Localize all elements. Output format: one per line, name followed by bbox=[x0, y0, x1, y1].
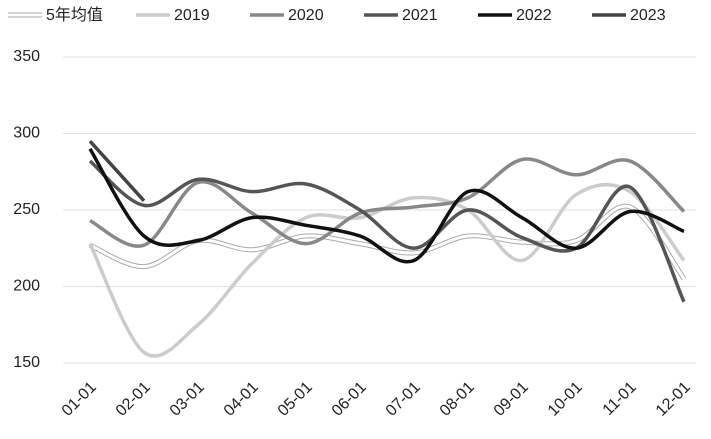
x-tick-label: 09-01 bbox=[491, 379, 532, 420]
y-tick-label: 250 bbox=[13, 201, 40, 218]
x-tick-label: 04-01 bbox=[221, 379, 262, 420]
x-tick-label: 11-01 bbox=[600, 379, 640, 419]
legend-label: 2019 bbox=[174, 7, 210, 24]
legend-label: 2023 bbox=[630, 7, 666, 24]
x-tick-label: 10-01 bbox=[545, 379, 586, 420]
x-tick-label: 07-01 bbox=[383, 379, 424, 420]
legend-label: 5年均值 bbox=[46, 6, 103, 24]
x-tick-label: 08-01 bbox=[437, 379, 478, 420]
legend-label: 2020 bbox=[288, 7, 324, 24]
x-tick-label: 02-01 bbox=[113, 379, 154, 420]
x-tick-label: 01-01 bbox=[59, 379, 100, 420]
x-tick-label: 12-01 bbox=[653, 379, 694, 420]
y-tick-label: 300 bbox=[13, 125, 40, 142]
y-tick-label: 200 bbox=[13, 278, 40, 295]
x-tick-label: 06-01 bbox=[329, 379, 370, 420]
series-line bbox=[88, 159, 686, 303]
series-line bbox=[88, 139, 146, 202]
series-line bbox=[88, 147, 685, 264]
legend-label: 2021 bbox=[402, 7, 438, 24]
x-tick-label: 03-01 bbox=[167, 379, 208, 420]
y-tick-label: 350 bbox=[13, 48, 40, 65]
legend-label: 2022 bbox=[516, 7, 552, 24]
x-tick-label: 05-01 bbox=[275, 379, 316, 420]
series-line bbox=[89, 157, 686, 248]
y-tick-label: 150 bbox=[13, 354, 40, 371]
